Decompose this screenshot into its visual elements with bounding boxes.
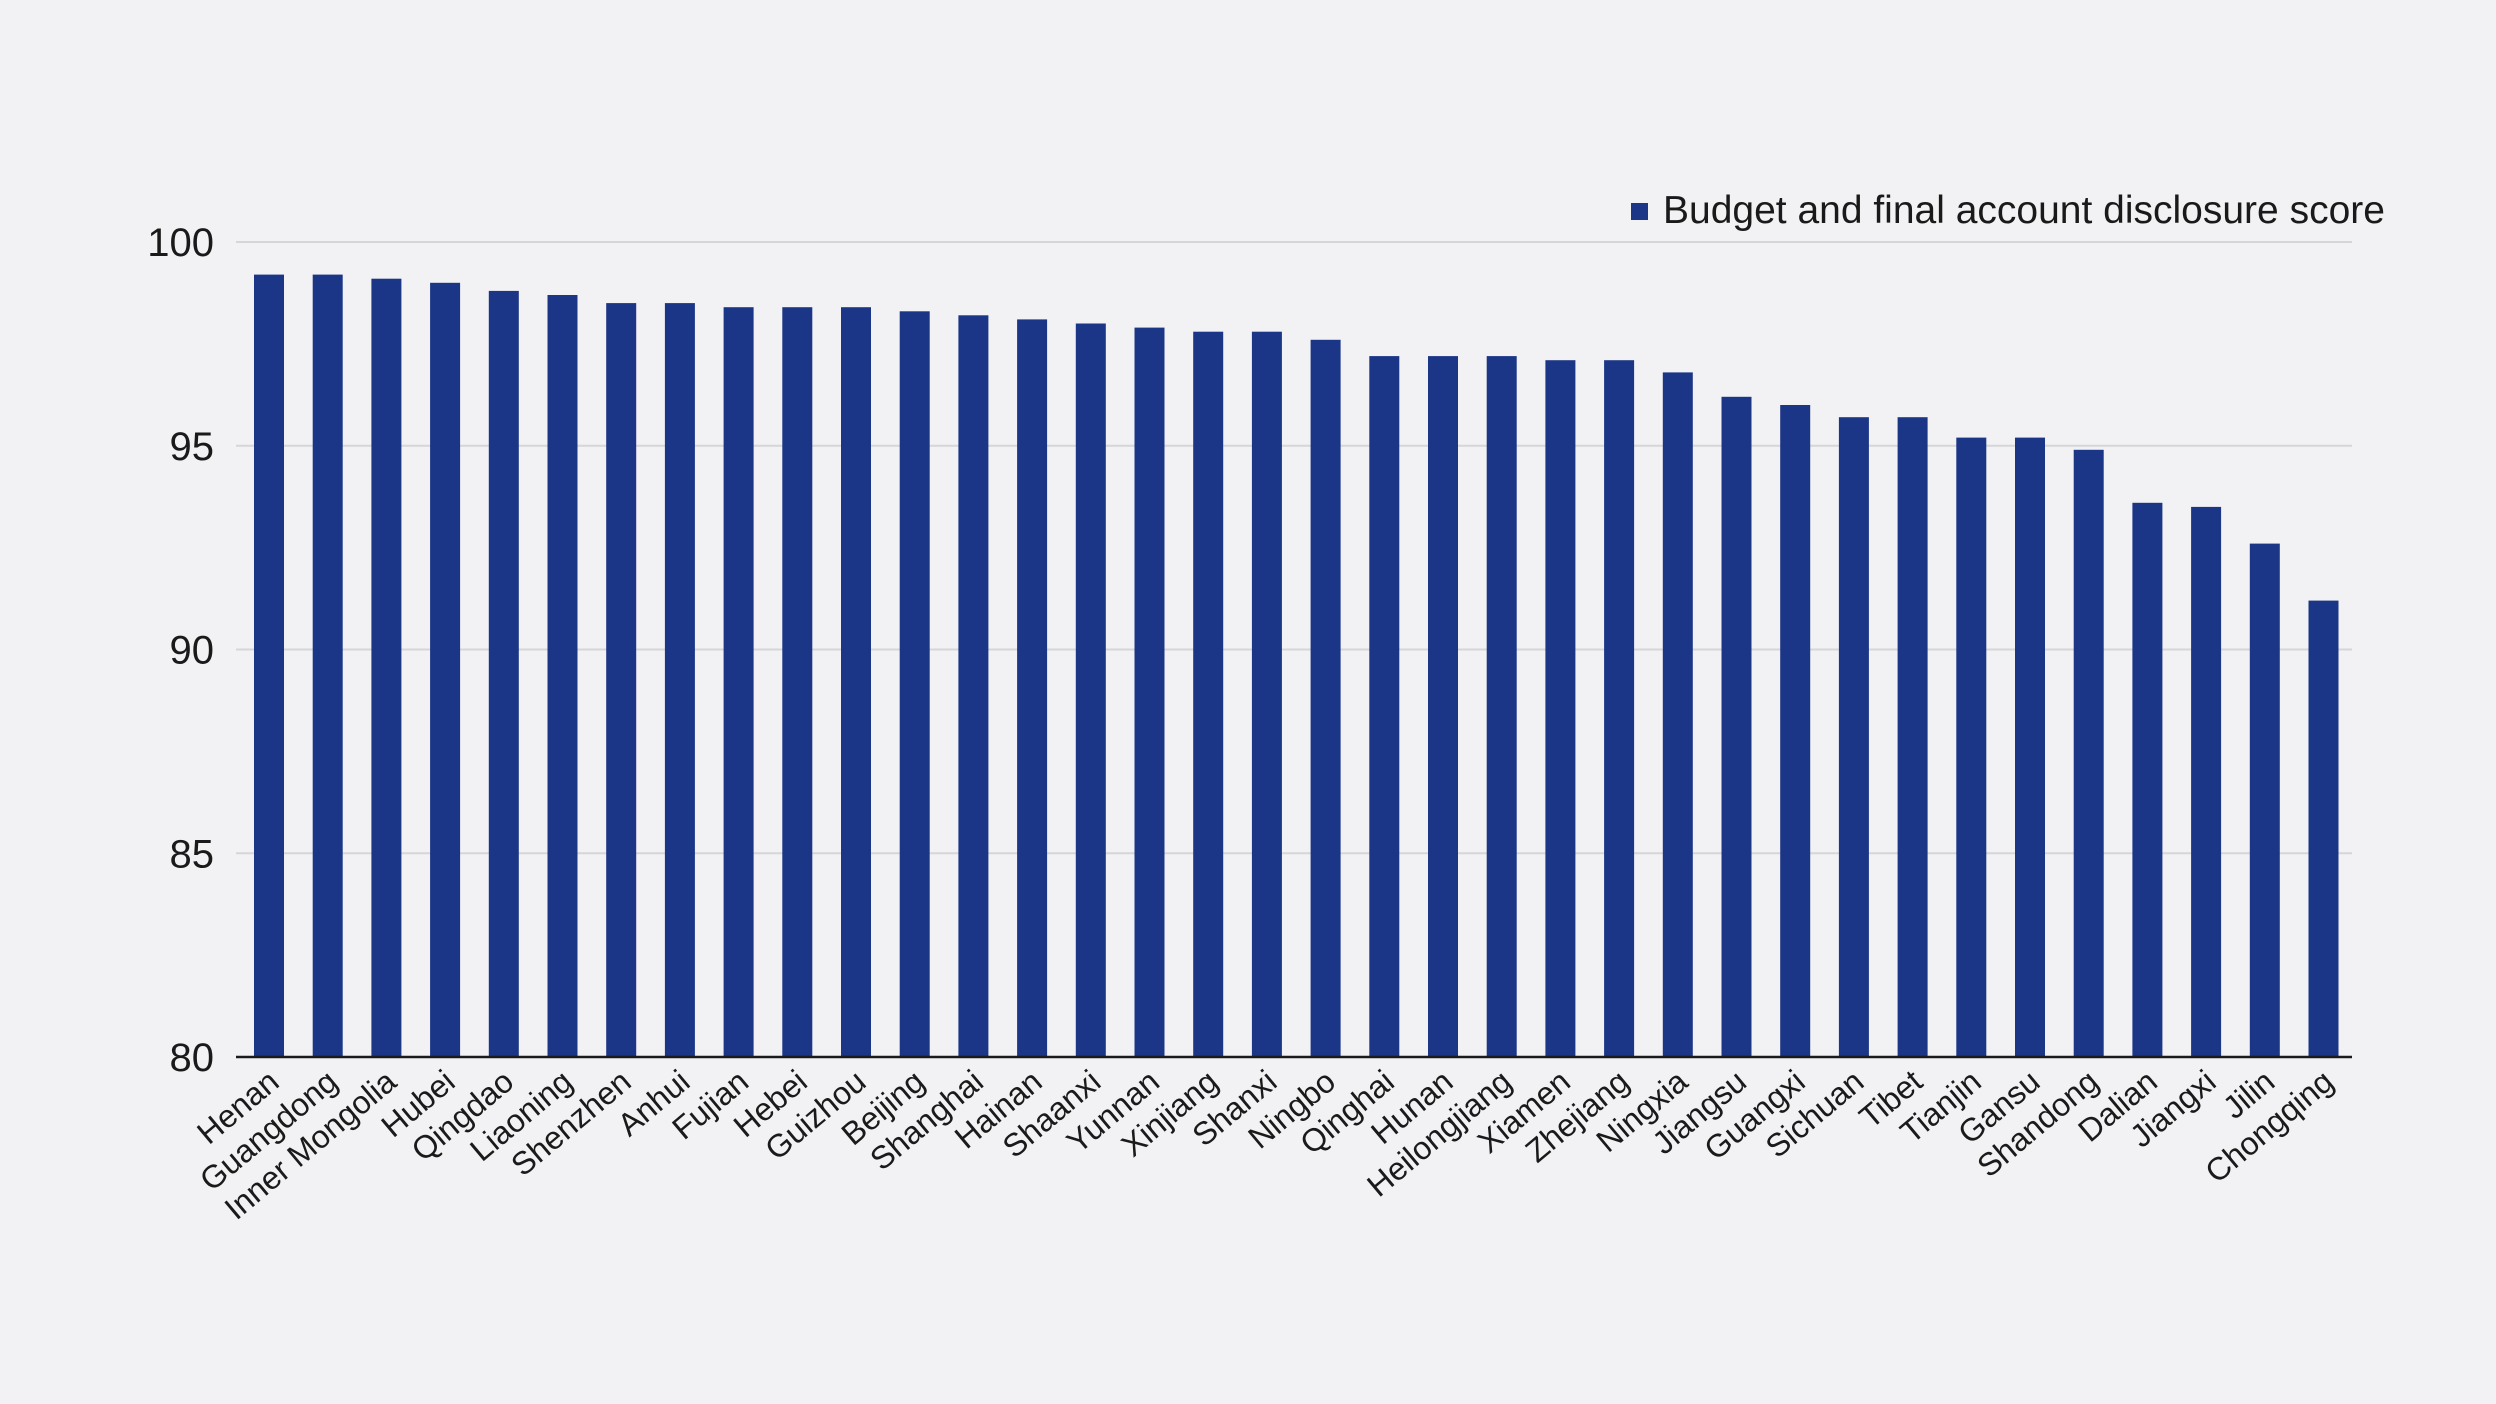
bar — [2191, 506, 2222, 1057]
bar — [312, 274, 343, 1058]
bar — [1721, 396, 1752, 1057]
y-tick-label: 100 — [147, 221, 214, 265]
bar — [430, 282, 461, 1058]
bar — [1075, 323, 1106, 1057]
bar — [1134, 327, 1165, 1058]
bar — [1193, 331, 1224, 1057]
bar — [1017, 319, 1048, 1057]
y-tick-label: 85 — [170, 832, 215, 876]
bar — [782, 307, 813, 1057]
bar — [1662, 372, 1693, 1057]
bar — [2015, 437, 2045, 1058]
bar — [1780, 405, 1811, 1057]
y-tick-label: 90 — [170, 629, 215, 673]
bar — [1251, 331, 1282, 1057]
bar — [1545, 360, 1576, 1057]
bar — [606, 303, 637, 1058]
bar — [1486, 356, 1517, 1058]
bar — [2249, 543, 2280, 1057]
legend-swatch — [1631, 203, 1648, 220]
legend-label: Budget and final account disclosure scor… — [1663, 189, 2385, 232]
bar — [2073, 449, 2104, 1057]
bar — [1310, 339, 1341, 1057]
bar — [488, 290, 519, 1057]
bar — [1897, 417, 1928, 1057]
bar — [1428, 356, 1458, 1058]
bar — [664, 303, 695, 1058]
bar — [254, 274, 284, 1058]
bar — [371, 278, 402, 1057]
bars — [254, 274, 2339, 1058]
bar — [2308, 600, 2339, 1057]
bar — [2132, 502, 2163, 1057]
bar — [547, 295, 578, 1057]
bar — [1604, 360, 1635, 1057]
bar — [841, 307, 871, 1057]
bar — [1956, 437, 1987, 1058]
y-tick-labels: 80 85 90 95 100 — [147, 221, 214, 1080]
legend: Budget and final account disclosure scor… — [1631, 189, 2385, 232]
bar — [1838, 417, 1869, 1057]
y-tick-label: 80 — [170, 1036, 215, 1080]
gridlines — [236, 241, 2352, 855]
bar — [899, 311, 930, 1057]
bar — [958, 315, 989, 1057]
bar — [1369, 356, 1400, 1058]
bar — [723, 307, 754, 1057]
y-tick-label: 95 — [170, 425, 215, 469]
